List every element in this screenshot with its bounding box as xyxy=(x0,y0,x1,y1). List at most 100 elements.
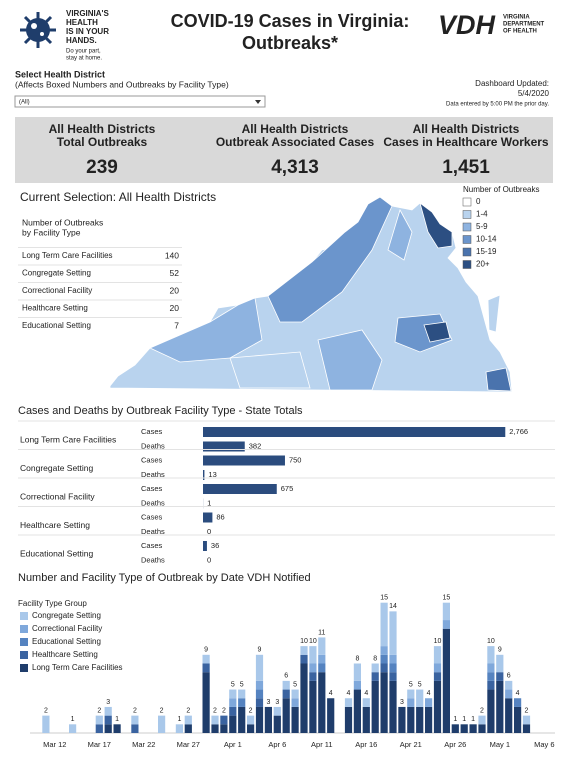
bar-segment xyxy=(318,654,326,664)
bar-segment xyxy=(478,724,486,733)
updated-date: 5/4/2020 xyxy=(518,89,550,98)
vdh-sub: DEPARTMENT xyxy=(503,22,545,28)
total-label: 2 xyxy=(249,707,253,714)
bar-segment xyxy=(416,706,424,733)
bar-segment xyxy=(496,672,504,681)
bar-segment xyxy=(104,724,112,733)
bar-segment xyxy=(353,689,361,733)
bar-segment xyxy=(264,706,272,733)
legend-title: Number of Outbreaks xyxy=(463,185,539,194)
logo-line: VIRGINIA'S xyxy=(66,9,109,18)
legend-swatch xyxy=(462,197,472,207)
bar-segment xyxy=(131,715,139,725)
total-label: 1 xyxy=(71,716,75,723)
bar xyxy=(203,455,285,466)
total-label: 15 xyxy=(443,595,451,602)
total-label: 1 xyxy=(453,716,457,723)
bar-segment xyxy=(487,646,495,664)
y-tick-label: Educational Setting xyxy=(20,548,94,558)
value-label: 0 xyxy=(207,527,211,536)
bar-segment xyxy=(433,672,442,681)
bar-segment xyxy=(398,706,406,733)
bar-segment xyxy=(496,654,504,673)
bar-segment xyxy=(433,646,442,664)
bar-segment xyxy=(229,698,237,707)
legend-swatch xyxy=(20,612,28,620)
logo-tagline: Do your part, xyxy=(66,49,101,55)
bar-segment xyxy=(371,663,379,673)
total-label: 3 xyxy=(400,699,404,706)
bar-segment xyxy=(344,706,353,733)
bar-segment xyxy=(229,689,237,699)
va-map xyxy=(109,196,513,393)
total-label: 2 xyxy=(213,707,217,714)
updated-note: Data entered by 5:00 PM the prior day. xyxy=(446,102,549,108)
total-label: 5 xyxy=(409,681,413,688)
bar-segment xyxy=(389,680,397,733)
bar-segment xyxy=(247,715,255,725)
total-label: 9 xyxy=(258,647,262,654)
vdh-sub: OF HEALTH xyxy=(503,29,537,35)
updated-label: Dashboard Updated: xyxy=(475,79,549,88)
total-label: 2 xyxy=(160,707,164,714)
legend-label: 10-14 xyxy=(476,235,497,244)
bar-segment xyxy=(184,724,192,733)
x-tick-label: Mar 22 xyxy=(132,740,155,749)
dropdown-box[interactable] xyxy=(14,95,266,108)
value-label: 13 xyxy=(208,470,216,479)
legend-label: Educational Setting xyxy=(32,637,101,646)
vdh-sub: VIRGINIA xyxy=(503,15,530,21)
bar-segment xyxy=(327,698,335,733)
bar-segment xyxy=(282,698,290,733)
bar-segment xyxy=(202,672,210,733)
bar-segment xyxy=(255,698,264,707)
total-label: 1 xyxy=(177,716,181,723)
bar-segment xyxy=(255,706,264,733)
x-tick-label: Apr 11 xyxy=(311,740,333,749)
series-label: Deaths xyxy=(141,527,165,536)
bar-segment xyxy=(433,680,442,733)
bar-segment xyxy=(380,663,388,673)
dropdown-arrow[interactable] xyxy=(255,100,261,104)
total-label: 3 xyxy=(275,699,279,706)
legend-swatch xyxy=(462,210,472,219)
bar xyxy=(203,512,213,523)
bar-segment xyxy=(158,715,166,733)
bar-segment xyxy=(487,680,495,690)
bar-segment xyxy=(202,654,210,664)
district-dropdown[interactable]: (All) xyxy=(14,95,266,108)
row-value: 52 xyxy=(170,268,180,278)
bar-segment xyxy=(380,602,388,647)
bar-segment xyxy=(255,689,264,699)
map-region xyxy=(229,351,311,389)
bar xyxy=(203,441,245,452)
legend-label: 0 xyxy=(476,197,481,206)
bar-segment xyxy=(220,724,228,733)
dropdown-value[interactable]: (All) xyxy=(19,100,30,106)
bar-segment xyxy=(425,698,433,707)
logo: VIRGINIA'S HEALTH IS IN YOUR HANDS. Do y… xyxy=(20,9,109,62)
bar-segment xyxy=(522,724,531,733)
total-label: 1 xyxy=(462,716,466,723)
bar-segment xyxy=(42,715,50,733)
bar-segment xyxy=(353,680,361,690)
bar-segment xyxy=(442,620,450,629)
legend-swatch xyxy=(20,664,28,672)
bar-segment xyxy=(104,706,112,716)
total-label: 15 xyxy=(380,595,388,602)
bar-segment xyxy=(380,672,388,733)
bar-segment xyxy=(522,715,531,725)
bar-segment xyxy=(300,654,308,664)
logo-line: HEALTH xyxy=(66,18,98,27)
logo-line: IS IN YOUR xyxy=(66,27,109,36)
map-region xyxy=(317,329,383,391)
row-value: 140 xyxy=(165,250,179,260)
bar-segment xyxy=(69,724,77,733)
bar-segment xyxy=(487,689,495,733)
bar-segment xyxy=(362,698,370,707)
map-region xyxy=(423,321,451,343)
logo-line: HANDS. xyxy=(66,36,97,45)
bar xyxy=(203,470,205,480)
legend-label: Long Term Care Facilities xyxy=(32,663,123,672)
